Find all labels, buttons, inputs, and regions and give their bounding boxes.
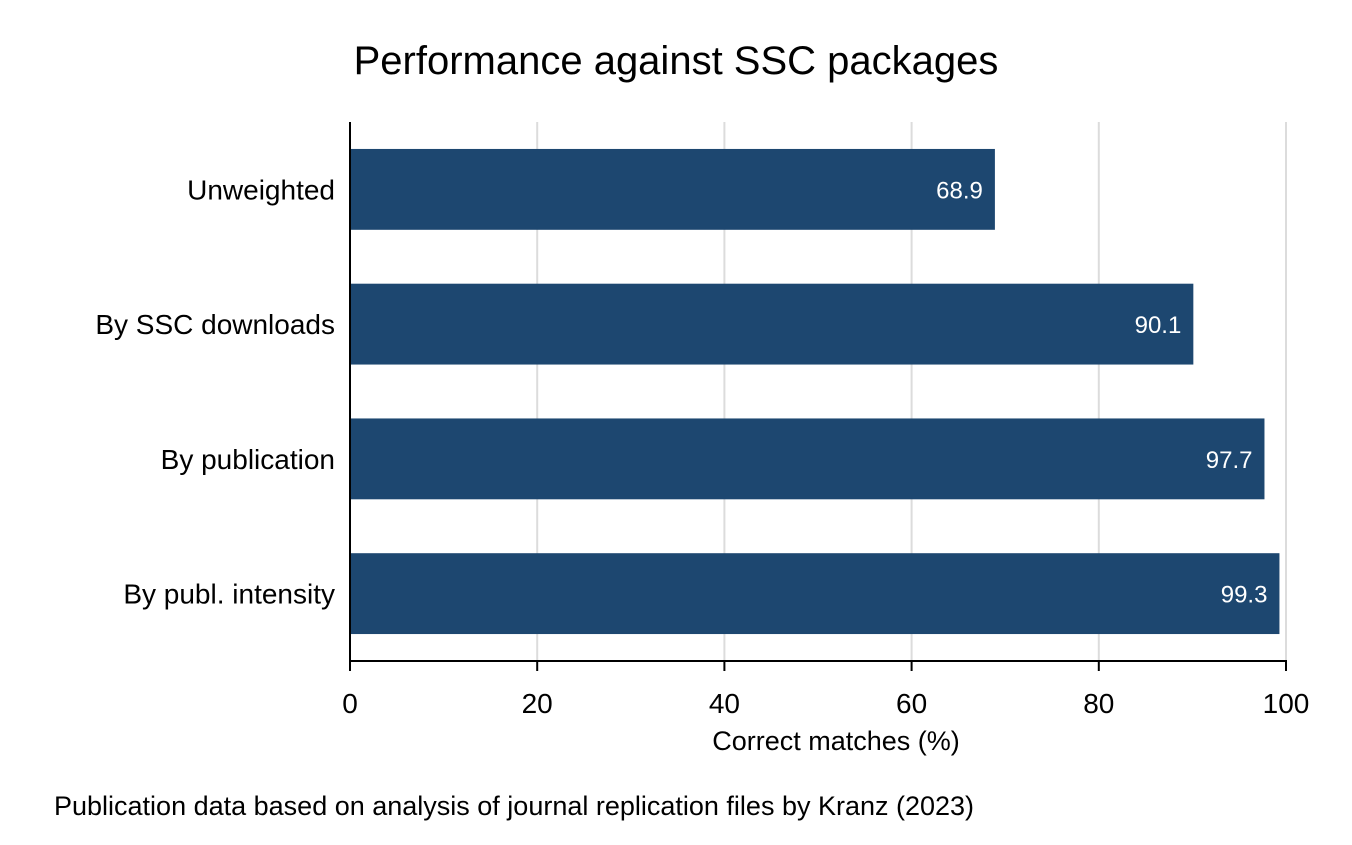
x-ticks: 0 20 40 60 80 100 — [342, 661, 1309, 719]
value-labels: 68.9 90.1 97.7 99.3 — [936, 177, 1267, 608]
value-label-4: 99.3 — [1221, 582, 1268, 609]
value-label-2: 90.1 — [1135, 312, 1182, 339]
axes — [349, 122, 1287, 662]
bar-4 — [350, 553, 1280, 635]
x-tick-label-20: 20 — [522, 688, 553, 719]
source-note: Publication data based on analysis of jo… — [54, 791, 974, 821]
bar-2 — [350, 283, 1194, 365]
bar-1 — [350, 148, 995, 230]
value-label-1: 68.9 — [936, 177, 983, 204]
chart-title: Performance against SSC packages — [354, 39, 999, 83]
bars — [350, 148, 1280, 635]
category-label-1: Unweighted — [187, 174, 335, 205]
x-tick-label-100: 100 — [1263, 688, 1310, 719]
x-tick-label-60: 60 — [896, 688, 927, 719]
x-tick-label-0: 0 — [342, 688, 358, 719]
x-tick-label-40: 40 — [709, 688, 740, 719]
category-label-3: By publication — [161, 444, 335, 475]
x-axis-label: Correct matches (%) — [712, 726, 960, 756]
value-label-3: 97.7 — [1206, 447, 1253, 474]
bar-3 — [350, 418, 1265, 500]
category-labels: Unweighted By SSC downloads By publication… — [95, 174, 335, 609]
x-tick-label-80: 80 — [1083, 688, 1114, 719]
category-label-4: By publ. intensity — [123, 579, 335, 610]
category-label-2: By SSC downloads — [95, 309, 335, 340]
